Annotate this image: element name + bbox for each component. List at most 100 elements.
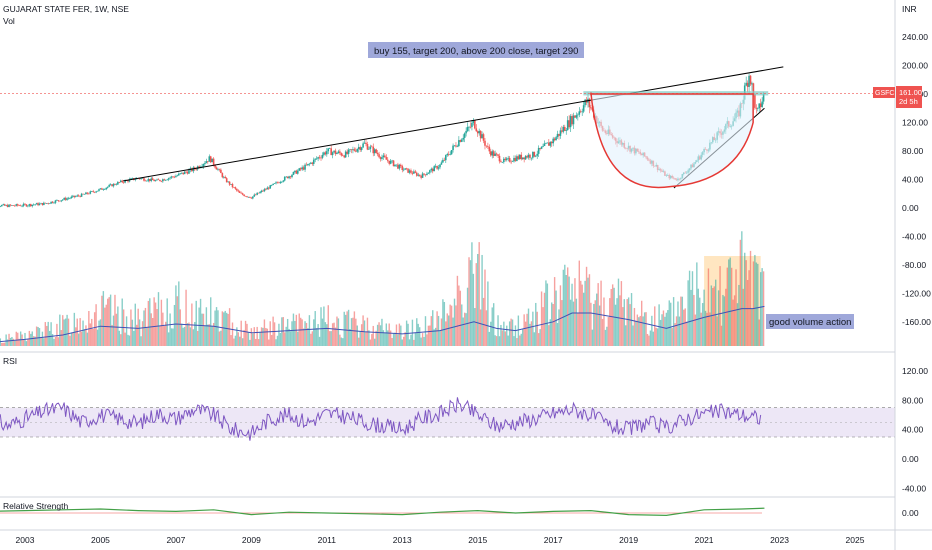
candle-body [60, 200, 63, 202]
candle-body [265, 189, 267, 190]
volume-bar [320, 307, 322, 346]
candle-body [72, 195, 74, 197]
candle-body [61, 199, 64, 201]
volume-bar [485, 310, 488, 346]
volume-bar [646, 333, 649, 346]
candle-body [85, 192, 87, 195]
price-tick: -120.00 [902, 289, 931, 299]
candle-body [579, 111, 582, 112]
candle-body [12, 205, 15, 206]
candle-body [281, 181, 283, 183]
rs-label: Relative Strength [3, 501, 69, 511]
candle-body [352, 149, 354, 151]
candle-body [427, 172, 430, 174]
volume-highlight[interactable] [704, 256, 761, 346]
rsi-scale[interactable]: 120.00 80.00 40.00 0.00 -40.00 [902, 366, 928, 493]
rsi-tick: 40.00 [902, 425, 924, 435]
volume-bar [548, 325, 550, 346]
candle-body [134, 179, 137, 180]
rsi-tick: 80.00 [902, 395, 924, 405]
candle-body [41, 203, 44, 206]
candle-body [561, 130, 563, 132]
volume-bar [257, 339, 260, 346]
volume-bar [482, 297, 485, 346]
volume-bar [565, 274, 567, 346]
volume-bar [63, 319, 65, 346]
volume-bar [687, 280, 689, 346]
volume-bar [680, 296, 682, 346]
volume-bar [311, 331, 314, 346]
volume-bar [356, 325, 358, 346]
candle-body [119, 180, 122, 183]
volume-bar [426, 334, 428, 346]
candle-body [228, 181, 231, 185]
candle-body [494, 153, 496, 156]
volume-bar [212, 322, 215, 346]
candle-body [559, 130, 562, 136]
cup-pattern[interactable] [590, 92, 754, 189]
price-tick: 120.00 [902, 118, 928, 128]
candle-body [178, 173, 180, 176]
candle-body [246, 196, 248, 197]
trendline[interactable] [123, 66, 784, 182]
candle-body [22, 203, 25, 206]
volume-bar [44, 322, 47, 346]
volume-bar [75, 327, 77, 346]
candle-body [166, 179, 169, 181]
volume-bar [443, 301, 446, 346]
volume-bar [259, 331, 261, 346]
volume-ma [0, 305, 765, 343]
candle-body [527, 154, 530, 158]
main-annotation[interactable]: buy 155, target 200, above 200 close, ta… [368, 42, 584, 58]
price-scale[interactable]: 240.00200.00160.00120.0080.0040.000.00-4… [902, 32, 931, 327]
candle-body [563, 126, 566, 131]
volume-bar [234, 335, 237, 346]
candle-body [397, 164, 399, 169]
volume-bar [517, 315, 520, 346]
candle-body [333, 150, 335, 153]
volume-bar [585, 266, 588, 346]
volume-bar [561, 300, 563, 346]
rs-scale[interactable]: 0.00 [902, 508, 919, 518]
volume-bar [407, 323, 409, 346]
volume-bar [333, 322, 335, 346]
volume-bar [478, 242, 480, 346]
volume-bar [362, 315, 364, 346]
volume-bar [324, 322, 327, 346]
volume-bar [755, 262, 758, 346]
candle-body [746, 82, 749, 87]
volume-bar [746, 279, 749, 346]
volume-bar [569, 299, 572, 346]
volume-bar [751, 308, 753, 346]
time-axis[interactable]: 2003 2005 2007 2009 2011 2013 2015 2017 2019 2021… [16, 535, 865, 545]
candle-body [469, 126, 472, 128]
volume-bar [379, 325, 382, 346]
volume-bar [709, 312, 711, 346]
candle-body [550, 141, 553, 144]
candle-body [89, 191, 92, 194]
candle-body [170, 176, 173, 178]
candle-body [9, 204, 12, 206]
volume-bar [131, 319, 134, 346]
candle-body [326, 151, 328, 155]
rs-pane[interactable] [0, 507, 765, 517]
candle-body [285, 176, 287, 178]
price-pane[interactable] [0, 66, 895, 346]
candle-body [307, 163, 309, 166]
volume-bar [6, 339, 9, 346]
volume-bar [606, 326, 608, 346]
candle-body [138, 178, 141, 179]
candle-body [227, 181, 229, 183]
volume-bar [360, 324, 363, 346]
volume-bar [468, 257, 470, 346]
candle-body [513, 157, 515, 162]
volume-bar [107, 298, 109, 346]
volume-bar [403, 336, 405, 346]
candle-body [50, 201, 52, 204]
candle-body [463, 133, 466, 138]
volume-bar [445, 321, 447, 346]
volume-bar [165, 321, 167, 346]
rsi-pane[interactable] [0, 397, 895, 441]
volume-annotation[interactable]: good volume action [766, 314, 854, 329]
